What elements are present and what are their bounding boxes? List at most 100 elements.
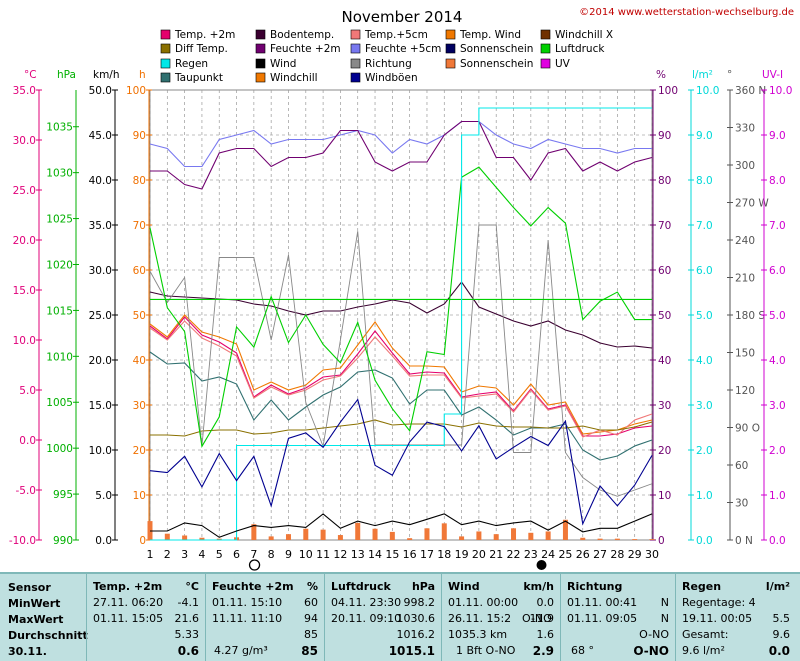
legend-swatch [350, 29, 361, 40]
legend-label: Richtung [365, 58, 412, 70]
pct-tick-label: 10 [658, 490, 671, 502]
wind-max: 11.9 [529, 612, 555, 625]
sunshine-bar [285, 534, 291, 540]
hpa-tick-label: 1000 [46, 443, 73, 455]
wind-max-time: 26.11. 15:2 [448, 612, 512, 625]
series-diff-temp--line [150, 419, 653, 437]
richtung-avg: O-NO [639, 628, 669, 641]
legend-label: Sonnenschein [460, 58, 533, 70]
dir-unit-label: ° [727, 69, 732, 81]
legend-label: Feuchte +2m [270, 43, 341, 55]
pct-tick-label: 0 [658, 535, 665, 547]
rain-tick-label: 0.0 [696, 535, 713, 547]
wind-min-time: 01.11. 00:00 [448, 596, 519, 609]
regen-total-label: Gesamt: [682, 628, 729, 641]
copyright[interactable]: ©2014 www.wetterstation-wechselburg.de [579, 7, 794, 18]
regen-days: Regentage: 4 [682, 596, 756, 609]
sunshine-bar [407, 538, 413, 540]
sunshine-bar [320, 529, 326, 540]
rain-tick-label: 8.0 [696, 175, 713, 187]
x-tick-label: 18 [437, 548, 451, 561]
legend-swatch [160, 72, 171, 83]
sunshine-bar [251, 524, 257, 540]
rain-tick-label: 4.0 [696, 355, 713, 367]
dir-tick-label: 300 [735, 160, 755, 172]
legend-label: Diff Temp. [175, 43, 228, 55]
temp-tick-label: 25.0 [13, 185, 36, 197]
temp-unit: °C [185, 580, 199, 593]
h-tick-label: 80 [133, 175, 146, 187]
x-tick-label: 20 [472, 548, 486, 561]
stats-regen-col: Regen l/m² Regentage: 4 19.11. 00:05 5.5… [676, 574, 796, 661]
dir-tick-label: 210 [735, 273, 755, 285]
feuchte-min-time: 01.11. 15:10 [212, 596, 283, 609]
kmh-tick-label: 40.0 [89, 175, 112, 187]
legend-swatch [160, 58, 171, 69]
kmh-tick-label: 0.0 [95, 535, 112, 547]
series-temp-5cm-line [149, 320, 653, 438]
druck-max: 1030.6 [396, 612, 436, 625]
regen-now-label: 9.6 l/m² [682, 644, 725, 657]
uv-tick-label: 3.0 [769, 400, 786, 412]
h-tick-label: 10 [133, 490, 146, 502]
x-tick-label: 19 [455, 548, 469, 561]
kmh-tick-label: 45.0 [89, 130, 112, 142]
wind-max-dir: O-NO [522, 612, 552, 625]
legend-swatch [255, 43, 266, 54]
legend: Temp. +2m Bodentemp. Temp.+5cm Temp. Wind Wi… [160, 29, 613, 84]
dir-tick-label: 90 O [735, 423, 760, 435]
legend-swatch [350, 72, 361, 83]
regen-total: 9.6 [772, 628, 791, 641]
kmh-tick-label: 15.0 [89, 400, 112, 412]
dir-tick-label: 120 [735, 385, 755, 397]
dir-tick-label: 270 W [735, 198, 769, 210]
pct-tick-label: 60 [658, 265, 671, 277]
x-tick-label: 29 [628, 548, 642, 561]
sunshine-bar [614, 538, 620, 540]
feuchte-abs: 4.27 g/m³ [214, 644, 268, 657]
legend-label: Bodentemp. [270, 29, 334, 41]
x-tick-label: 26 [576, 548, 590, 561]
rain-tick-label: 9.0 [696, 130, 713, 142]
legend-swatch [350, 43, 361, 54]
feuchte-unit: % [306, 580, 318, 593]
series-regen-line [150, 107, 652, 541]
x-tick-label: 13 [351, 548, 365, 561]
kmh-tick-label: 25.0 [89, 310, 112, 322]
new-moon-icon [536, 560, 547, 570]
dir-tick-label: 30 [735, 498, 748, 510]
legend-swatch [255, 72, 266, 83]
dir-tick-label: 60 [735, 460, 748, 472]
x-tick-label: 23 [524, 548, 538, 561]
wind-bft: 1 Bft O-NO [456, 644, 516, 657]
temp-min: -4.1 [177, 596, 199, 609]
x-tick-label: 15 [385, 548, 399, 561]
series-feuchte-2m-line [150, 120, 653, 190]
dir-tick-label: 360 N [735, 85, 766, 97]
legend-swatch [445, 43, 456, 54]
temp-tick-label: 15.0 [13, 285, 36, 297]
x-tick-label: 9 [285, 548, 292, 561]
x-tick-label: 16 [403, 548, 417, 561]
uv-tick-label: 4.0 [769, 355, 786, 367]
pct-tick-label: 70 [658, 220, 671, 232]
kmh-tick-label: 30.0 [89, 265, 112, 277]
h-tick-label: 0 [139, 535, 146, 547]
pct-tick-label: 80 [658, 175, 671, 187]
series-windb-en-line [149, 398, 653, 526]
rain-tick-label: 3.0 [696, 400, 713, 412]
hpa-tick-label: 1035 [46, 122, 73, 134]
h-tick-label: 50 [133, 310, 146, 322]
uv-tick-label: 5.0 [769, 310, 786, 322]
uv-tick-label: 10.0 [769, 85, 792, 97]
plot-frame [149, 89, 653, 541]
series-taupunkt-line [149, 351, 653, 461]
x-tick-label: 10 [299, 548, 313, 561]
legend-label: Wind [270, 58, 296, 70]
sunshine-bar [597, 538, 603, 540]
kmh-tick-label: 35.0 [89, 220, 112, 232]
sunshine-bar [182, 535, 188, 540]
x-tick-label: 21 [489, 548, 503, 561]
temp-header: Temp. +2m [93, 580, 163, 593]
sunshine-bar [632, 539, 638, 540]
